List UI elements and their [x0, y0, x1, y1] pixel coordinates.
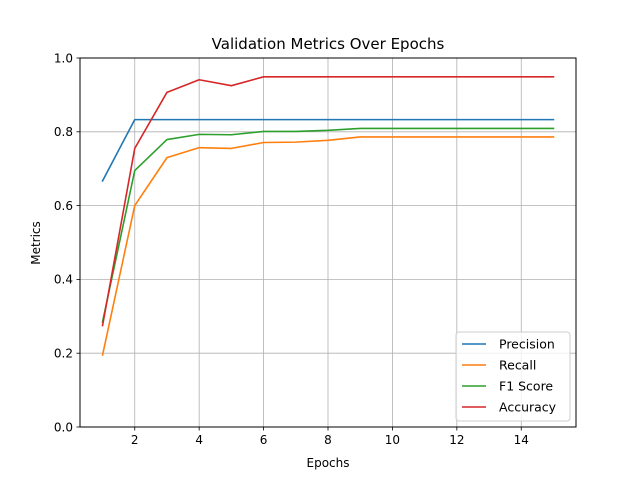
series-layer [101, 76, 555, 357]
y-tick-label: 0.8 [54, 125, 73, 139]
y-tick-label: 0.6 [54, 199, 73, 213]
legend-label-f1-score: F1 Score [499, 379, 553, 394]
y-axis-label: Metrics [29, 221, 43, 265]
chart-title: Validation Metrics Over Epochs [212, 35, 445, 53]
series-line-accuracy [101, 76, 555, 327]
legend-label-accuracy: Accuracy [499, 400, 557, 415]
x-axis-label: Epochs [307, 456, 350, 470]
y-axis: 0.0 0.2 0.4 0.6 0.8 1.0 [54, 51, 80, 434]
series-line-precision [101, 118, 555, 182]
y-tick-label: 0.2 [54, 347, 73, 361]
x-tick-label: 4 [195, 433, 203, 447]
series-line-f1-score [101, 127, 555, 323]
x-tick-label: 12 [449, 433, 464, 447]
series-line-recall [101, 136, 555, 357]
x-tick-label: 6 [260, 433, 268, 447]
x-axis: 2 4 6 8 10 12 14 [131, 427, 529, 447]
y-tick-label: 1.0 [54, 51, 73, 65]
legend-box [455, 331, 571, 422]
legend-label-recall: Recall [499, 358, 536, 373]
legend-label-precision: Precision [499, 337, 555, 352]
x-tick-label: 2 [131, 433, 139, 447]
y-tick-label: 0.4 [54, 273, 73, 287]
x-tick-label: 10 [385, 433, 400, 447]
legend: Precision Recall F1 Score Accuracy [455, 331, 571, 422]
x-tick-label: 14 [514, 433, 529, 447]
x-tick-label: 8 [324, 433, 332, 447]
y-tick-label: 0.0 [54, 420, 73, 434]
